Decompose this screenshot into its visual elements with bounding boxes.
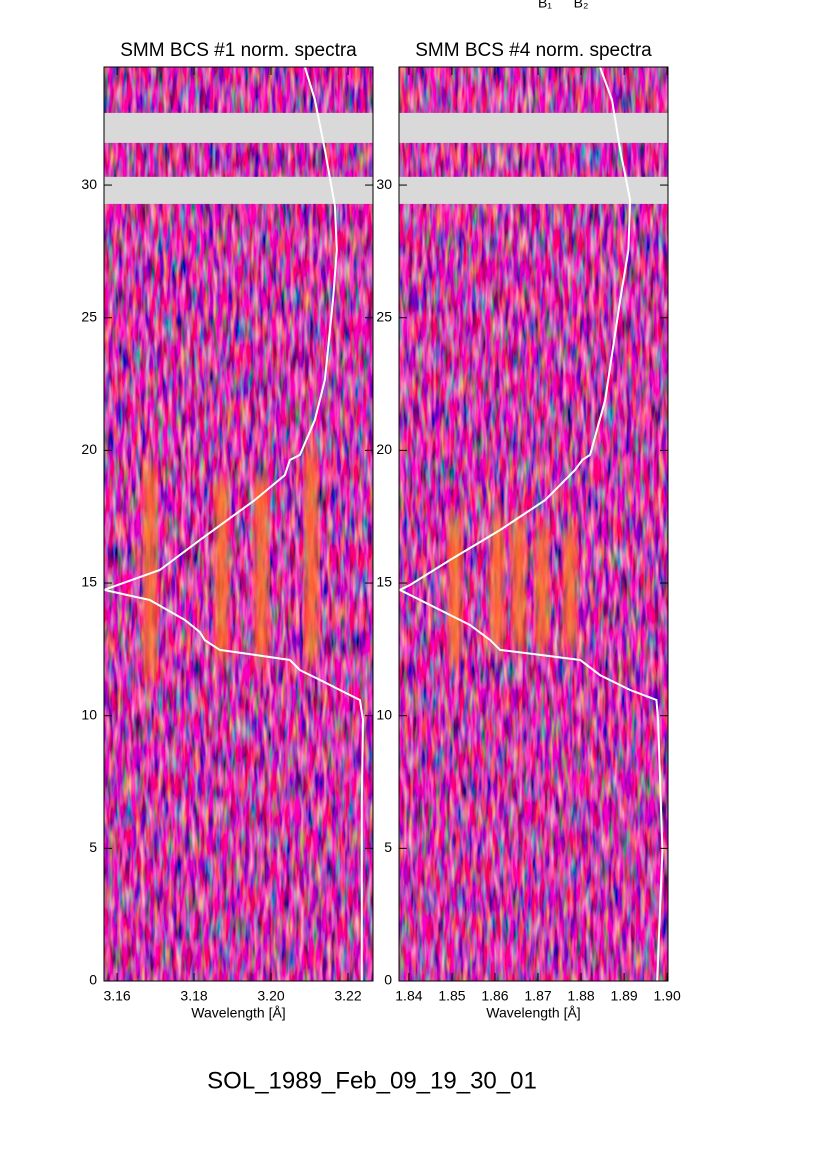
emission-band bbox=[490, 516, 505, 650]
x-axis-label: Wavelength [Å] bbox=[191, 1005, 285, 1021]
emission-band bbox=[511, 516, 526, 650]
spectrum-background bbox=[399, 67, 668, 981]
emission-band bbox=[214, 476, 229, 663]
header-label: B₁ bbox=[538, 0, 552, 11]
x-tick-label: 3.16 bbox=[103, 988, 130, 1004]
emission-band bbox=[142, 463, 157, 676]
y-tick-label: 5 bbox=[89, 839, 97, 855]
y-tick-label: 0 bbox=[384, 972, 392, 988]
x-axis-label: Wavelength [Å] bbox=[486, 1005, 580, 1021]
y-tick-label: 10 bbox=[376, 706, 392, 722]
y-tick-label: 20 bbox=[81, 441, 97, 457]
x-tick-label: 1.84 bbox=[395, 988, 422, 1004]
y-tick-label: 25 bbox=[81, 308, 97, 324]
panel-title: SMM BCS #4 norm. spectra bbox=[415, 40, 652, 61]
plot-area bbox=[104, 67, 373, 981]
y-tick-label: 0 bbox=[89, 972, 97, 988]
light-curve bbox=[104, 67, 365, 981]
emission-band bbox=[563, 529, 578, 650]
y-tick-label: 30 bbox=[376, 176, 392, 192]
data-gap bbox=[104, 176, 373, 204]
x-tick-label: 3.22 bbox=[334, 988, 361, 1004]
y-tick-label: 10 bbox=[81, 706, 97, 722]
x-tick-label: 3.18 bbox=[180, 988, 207, 1004]
x-tick-label: 1.87 bbox=[524, 988, 551, 1004]
data-gap bbox=[104, 112, 373, 143]
y-tick-label: 15 bbox=[376, 574, 392, 590]
panel-title: SMM BCS #1 norm. spectra bbox=[120, 40, 357, 61]
y-tick-label: 30 bbox=[81, 176, 97, 192]
x-tick-label: 3.20 bbox=[257, 988, 284, 1004]
data-gap bbox=[399, 112, 668, 143]
x-tick-label: 1.85 bbox=[438, 988, 465, 1004]
emission-band bbox=[304, 450, 319, 663]
x-tick-label: 1.88 bbox=[567, 988, 594, 1004]
data-gap bbox=[399, 176, 668, 204]
emission-band bbox=[254, 476, 269, 663]
plot-frame bbox=[103, 66, 374, 982]
x-tick-label: 1.89 bbox=[610, 988, 637, 1004]
plot-frame bbox=[398, 66, 669, 982]
y-tick-label: 15 bbox=[81, 574, 97, 590]
emission-band bbox=[447, 516, 462, 663]
plot-area bbox=[399, 67, 668, 981]
header-label: B₂ bbox=[574, 0, 589, 11]
y-tick-label: 25 bbox=[376, 308, 392, 324]
x-tick-label: 1.90 bbox=[654, 988, 681, 1004]
emission-band bbox=[535, 529, 550, 650]
y-tick-label: 5 bbox=[384, 839, 392, 855]
x-tick-label: 1.86 bbox=[481, 988, 508, 1004]
figure-title: SOL_1989_Feb_09_19_30_01 bbox=[207, 1067, 537, 1094]
light-curve bbox=[399, 67, 664, 981]
y-tick-label: 20 bbox=[376, 441, 392, 457]
